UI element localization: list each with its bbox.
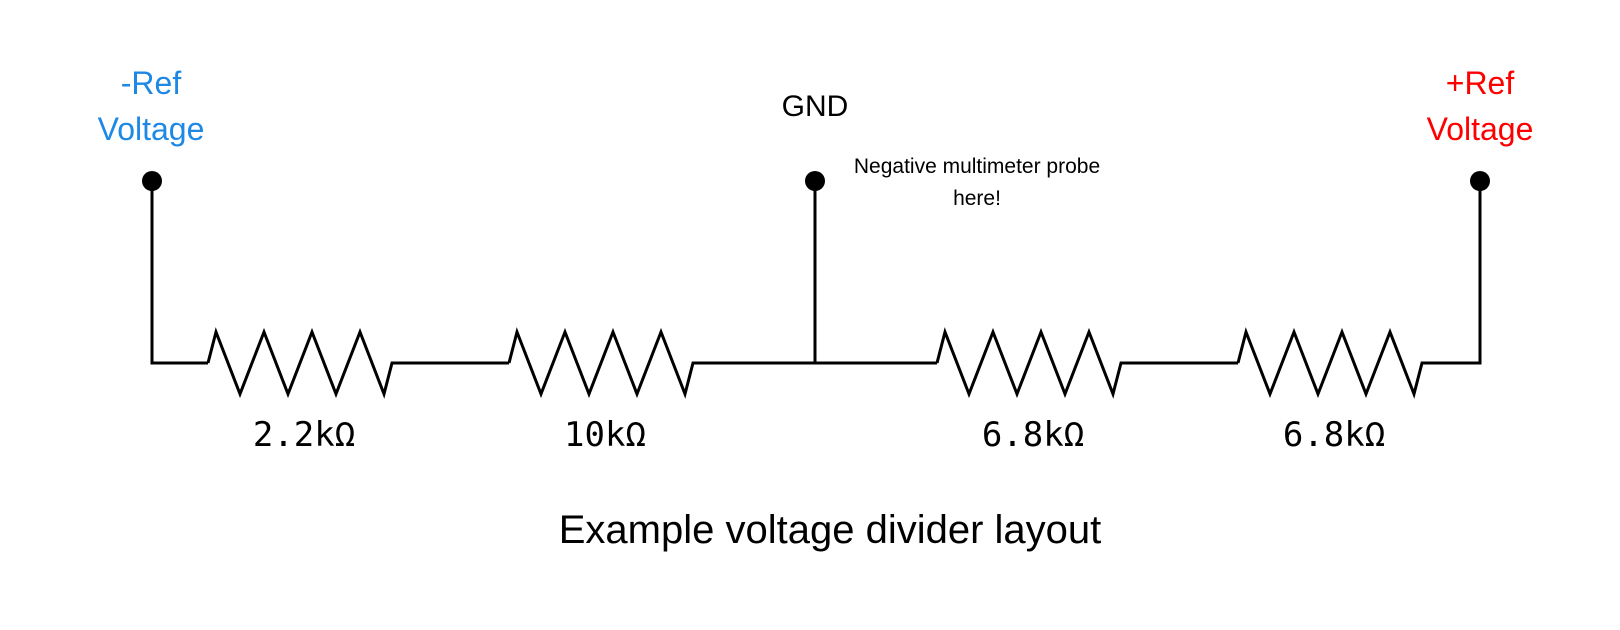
resistor-r3 (935, 327, 1129, 399)
terminal-pos-ref-dot (1470, 171, 1490, 191)
resistor-r1-value: 2.2kΩ (253, 415, 355, 455)
gnd-note-line1: Negative multimeter probe (854, 155, 1100, 178)
resistor-r2 (507, 327, 701, 399)
diagram-caption: Example voltage divider layout (559, 508, 1102, 552)
terminal-neg-ref-dot (142, 171, 162, 191)
resistor-r3-value: 6.8kΩ (982, 415, 1084, 455)
neg-ref-label-line1: -Ref (121, 65, 182, 101)
resistor-r4-value: 6.8kΩ (1283, 415, 1385, 455)
pos-ref-label-line2: Voltage (1427, 111, 1534, 147)
resistors (206, 327, 1430, 399)
wire-right-lead (1430, 181, 1482, 365)
resistor-r4 (1236, 327, 1430, 399)
terminal-gnd-dot (805, 171, 825, 191)
terminals (142, 171, 1490, 191)
pos-ref-label-line1: +Ref (1446, 65, 1515, 101)
gnd-note-line2: here! (953, 187, 1001, 210)
resistor-r1 (206, 327, 400, 399)
resistor-r2-value: 10kΩ (564, 415, 646, 455)
wire-left-lead (150, 181, 208, 365)
neg-ref-label-line2: Voltage (98, 111, 205, 147)
gnd-label: GND (782, 90, 849, 123)
wires (150, 181, 1482, 365)
